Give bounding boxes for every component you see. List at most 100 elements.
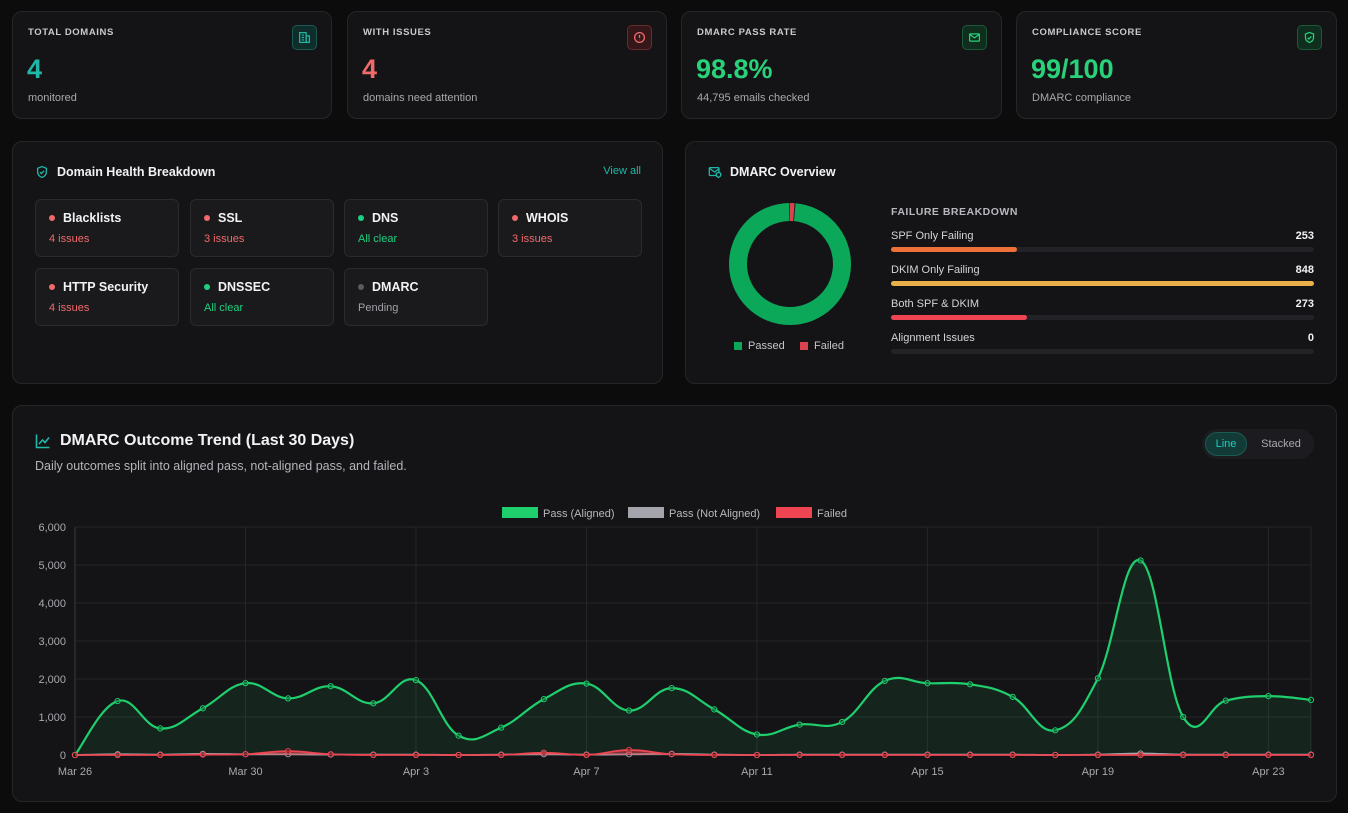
data-point: [1180, 751, 1187, 759]
health-tile-dns[interactable]: DNS All clear: [344, 199, 488, 257]
data-point: [157, 751, 164, 759]
section-title-text: Domain Health Breakdown: [57, 165, 216, 179]
status-dot: [204, 284, 210, 290]
x-tick-label: Apr 19: [1082, 766, 1114, 778]
y-tick-label: 6,000: [38, 522, 66, 534]
y-tick-label: 4,000: [38, 598, 66, 610]
trend-subtitle: Daily outcomes split into aligned pass, …: [35, 459, 407, 473]
data-point: [285, 695, 292, 702]
data-point: [412, 677, 420, 684]
data-point: [1265, 693, 1272, 700]
data-point: [625, 751, 633, 758]
trend-title: DMARC Outcome Trend (Last 30 Days): [35, 432, 354, 450]
status-dot: [512, 215, 518, 221]
legend-label: Pass (Aligned): [543, 508, 615, 520]
failure-value: 253: [1295, 230, 1314, 242]
tile-status: 4 issues: [49, 233, 90, 245]
view-all-link[interactable]: View all: [603, 165, 641, 177]
legend-label: Pass (Not Aligned): [669, 508, 760, 520]
data-point: [498, 724, 505, 731]
tile-status: All clear: [358, 233, 398, 245]
dmarc-donut-chart: [729, 203, 851, 325]
data-point: [1052, 751, 1059, 759]
failure-bar: [891, 315, 1028, 320]
donut-legend-failed: Failed: [800, 340, 844, 352]
legend-swatch: [734, 342, 742, 350]
data-point: [668, 751, 675, 758]
failure-bar: [891, 247, 1018, 252]
tile-status: All clear: [204, 302, 244, 314]
data-point: [1307, 751, 1315, 759]
data-point: [157, 725, 164, 732]
health-tile-whois[interactable]: WHOIS 3 issues: [498, 199, 642, 257]
data-point: [1009, 751, 1016, 759]
toggle-stacked-button[interactable]: Stacked: [1261, 438, 1301, 450]
data-point: [1307, 696, 1315, 703]
legend-label: Failed: [814, 340, 844, 352]
x-tick-label: Apr 11: [741, 766, 773, 778]
health-tile-ssl[interactable]: SSL 3 issues: [190, 199, 334, 257]
stat-card-total-domains: TOTAL DOMAINS 4 monitored: [12, 11, 332, 119]
series-line-2: [75, 749, 1311, 756]
data-point: [540, 696, 547, 703]
failure-label: Alignment Issues: [891, 332, 975, 344]
legend-swatch: [776, 507, 812, 518]
y-tick-label: 0: [60, 750, 66, 762]
tile-name: DMARC: [372, 280, 419, 294]
tile-status: 4 issues: [49, 302, 90, 314]
data-point: [455, 732, 462, 739]
series-area-0: [75, 559, 1311, 755]
data-point: [753, 731, 761, 738]
x-tick-label: Mar 30: [228, 766, 262, 778]
stat-card-dmarc-pass-rate: DMARC PASS RATE 98.8% 44,795 emails chec…: [681, 11, 1002, 119]
y-tick-label: 1,000: [38, 712, 66, 724]
failure-breakdown-title: FAILURE BREAKDOWN: [891, 206, 1018, 218]
mail-shield-icon: [708, 166, 722, 179]
x-tick-label: Apr 7: [573, 766, 599, 778]
data-point: [1094, 675, 1101, 682]
data-point: [711, 751, 718, 759]
data-point: [625, 707, 633, 714]
tile-status: Pending: [358, 302, 399, 314]
failure-value: 848: [1295, 264, 1314, 276]
status-dot: [204, 215, 210, 221]
legend-swatch: [800, 342, 808, 350]
shield-check-icon: [36, 165, 48, 179]
data-point: [583, 680, 590, 687]
legend-label: Passed: [748, 340, 785, 352]
health-tile-blacklists[interactable]: Blacklists 4 issues: [35, 199, 179, 257]
x-tick-label: Apr 23: [1252, 766, 1284, 778]
failure-track: [891, 315, 1314, 320]
tile-name: SSL: [218, 211, 243, 225]
data-point: [881, 751, 888, 759]
donut-slice-failed: [729, 203, 851, 325]
data-point: [498, 751, 505, 759]
health-tile-dmarc[interactable]: DMARC Pending: [344, 268, 488, 326]
data-point: [1222, 697, 1229, 704]
stat-sub: 44,795 emails checked: [697, 92, 810, 104]
health-tile-dnssec[interactable]: DNSSEC All clear: [190, 268, 334, 326]
data-point: [114, 697, 121, 705]
data-point: [114, 751, 121, 759]
donut-legend-passed: Passed: [734, 340, 785, 352]
failure-row-dkim: DKIM Only Failing 848: [891, 264, 1314, 294]
data-point: [199, 751, 206, 758]
line-chart-icon: [35, 434, 50, 449]
data-point: [412, 751, 420, 759]
health-tile-http-security[interactable]: HTTP Security 4 issues: [35, 268, 179, 326]
data-point: [668, 685, 675, 692]
status-dot: [49, 215, 55, 221]
status-dot: [49, 284, 55, 290]
x-tick-label: Apr 3: [403, 766, 429, 778]
failure-label: Both SPF & DKIM: [891, 298, 980, 310]
failure-row-both: Both SPF & DKIM 273: [891, 298, 1314, 328]
data-point: [1137, 751, 1144, 759]
toggle-line-button[interactable]: Line: [1205, 432, 1247, 456]
dmarc-trend-card: DMARC Outcome Trend (Last 30 Days) Daily…: [12, 405, 1337, 802]
x-tick-label: Mar 26: [58, 766, 92, 778]
failure-label: DKIM Only Failing: [891, 264, 980, 276]
failure-label: SPF Only Failing: [891, 230, 974, 242]
data-point: [540, 749, 547, 756]
data-point: [1137, 557, 1144, 564]
stat-label: TOTAL DOMAINS: [28, 27, 114, 38]
